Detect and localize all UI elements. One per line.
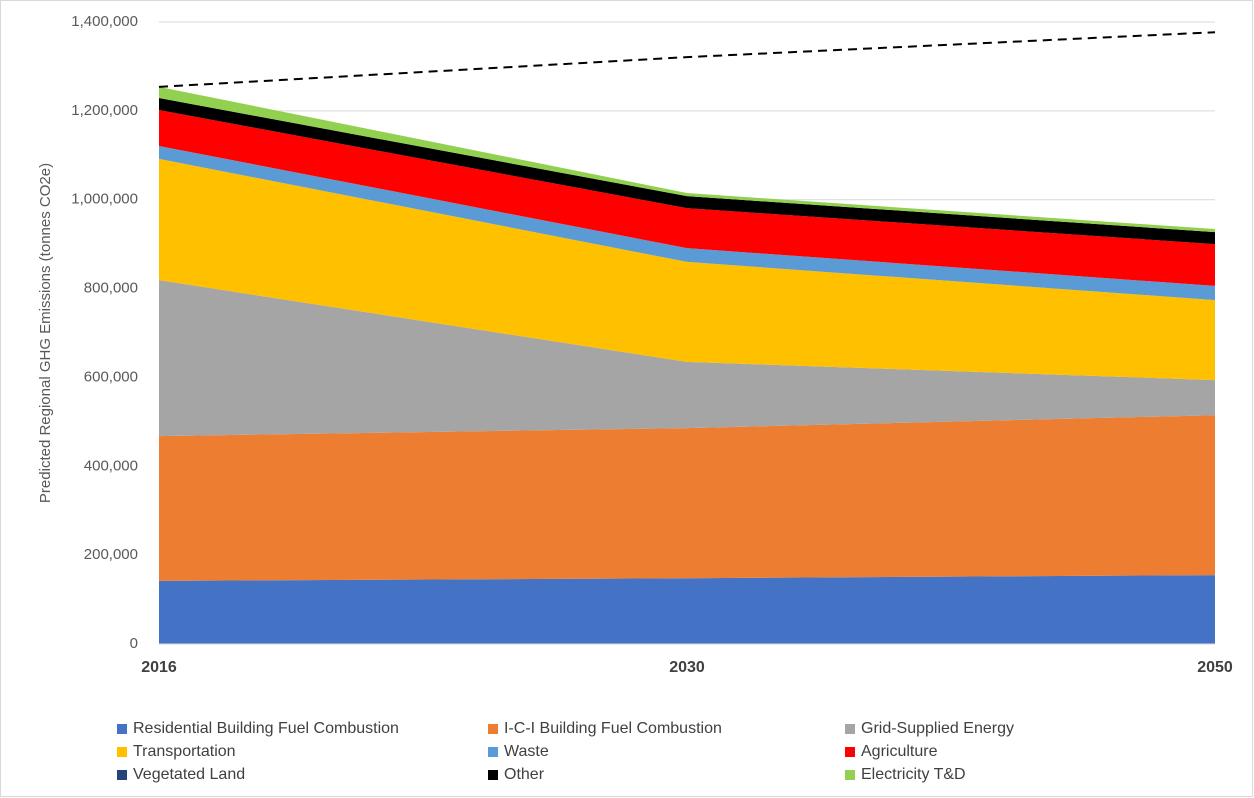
legend-label: Other xyxy=(504,766,545,783)
area xyxy=(159,109,1215,286)
legend-label: Grid-Supplied Energy xyxy=(861,720,1014,737)
y-tick-label: 1,200,000 xyxy=(71,102,138,119)
area xyxy=(159,97,1215,245)
x-tick-label: 2030 xyxy=(669,659,705,676)
legend-swatch xyxy=(845,747,855,757)
y-tick-label: 0 xyxy=(130,635,138,652)
y-tick-label: 600,000 xyxy=(84,368,138,385)
legend-label: Residential Building Fuel Combustion xyxy=(133,720,399,737)
area xyxy=(159,158,1215,381)
area xyxy=(159,145,1215,301)
y-tick-label: 1,400,000 xyxy=(71,13,138,30)
area xyxy=(159,575,1215,644)
area xyxy=(159,280,1215,437)
legend-swatch xyxy=(488,747,498,757)
legend-swatch xyxy=(845,724,855,734)
trend-line xyxy=(158,31,1216,88)
legend-swatch xyxy=(845,770,855,780)
y-tick-label: 1,000,000 xyxy=(71,191,138,208)
legend-swatch xyxy=(117,770,127,780)
legend-swatch xyxy=(488,770,498,780)
y-tick-label: 200,000 xyxy=(84,546,138,563)
legend-label: Agriculture xyxy=(861,743,938,760)
x-tick-label: 2016 xyxy=(141,659,177,676)
x-tick-label: 2050 xyxy=(1197,659,1233,676)
legend-label: I-C-I Building Fuel Combustion xyxy=(504,720,722,737)
area xyxy=(159,415,1215,581)
legend-swatch xyxy=(488,724,498,734)
legend-swatch xyxy=(117,724,127,734)
legend-label: Waste xyxy=(504,743,549,760)
legend-label: Transportation xyxy=(133,743,236,760)
y-axis-label: Predicted Regional GHG Emissions (tonnes… xyxy=(37,163,54,503)
legend-swatch xyxy=(117,747,127,757)
y-tick-label: 400,000 xyxy=(84,457,138,474)
legend-label: Electricity T&D xyxy=(861,766,966,783)
y-tick-label: 800,000 xyxy=(84,280,138,297)
legend-label: Vegetated Land xyxy=(133,766,245,783)
